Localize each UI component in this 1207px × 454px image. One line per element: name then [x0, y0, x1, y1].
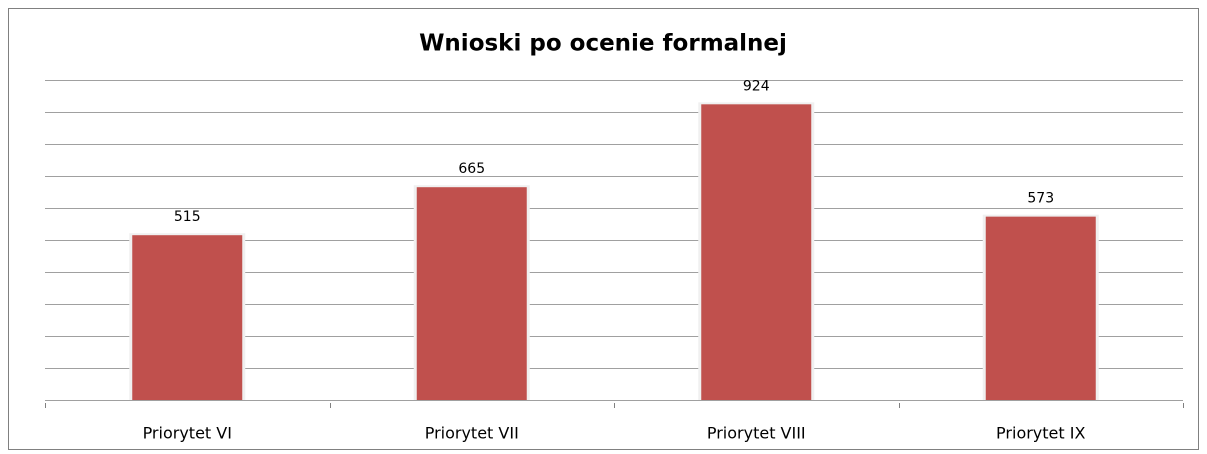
- bar: [132, 235, 243, 400]
- data-label: 665: [458, 161, 485, 177]
- bar: [701, 104, 812, 400]
- x-tick-label: Priorytet IX: [996, 424, 1085, 443]
- data-label: 515: [174, 209, 201, 225]
- bar: [985, 216, 1096, 400]
- x-tick-label: Priorytet VII: [425, 424, 519, 443]
- bar: [416, 187, 527, 400]
- chart-title: Wnioski po ocenie formalnej: [419, 31, 787, 57]
- data-label: 924: [743, 78, 770, 94]
- x-tick-label: Priorytet VI: [143, 424, 232, 443]
- x-tick-label: Priorytet VIII: [707, 424, 806, 443]
- data-label: 573: [1027, 191, 1054, 207]
